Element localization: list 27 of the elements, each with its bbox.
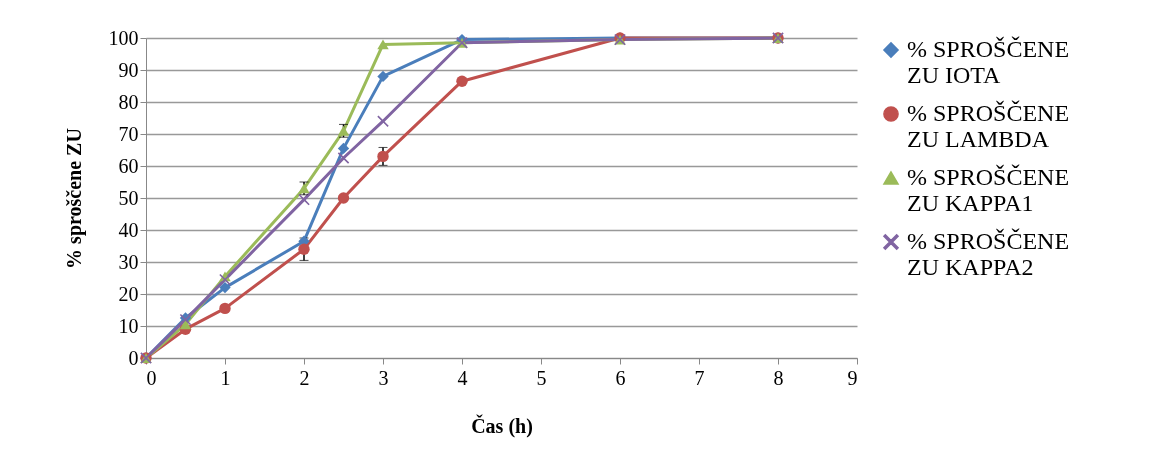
x-tick-label: 2 [299, 366, 310, 389]
y-tick-label: 40 [118, 218, 139, 241]
x-tick-label: 5 [536, 366, 547, 389]
x-tick-label: 8 [773, 366, 784, 389]
legend-label: % SPROŠČENE ZU KAPPA2 [907, 228, 1070, 280]
x-tick-label: 0 [146, 366, 157, 389]
x-tick-label: 1 [220, 366, 231, 389]
y-tick-label: 10 [118, 314, 139, 337]
legend-label: % SPROŠČENE ZU LAMBDA [907, 100, 1070, 152]
y-tick-label: 0 [128, 346, 139, 369]
x-tick-label: 9 [847, 366, 858, 389]
y-tick-label: 20 [118, 282, 139, 305]
y-tick-label: 60 [118, 154, 139, 177]
x-tick-label: 3 [378, 366, 389, 389]
y-tick-label: 90 [118, 58, 139, 81]
y-tick-label: 50 [118, 186, 139, 209]
y-axis-title: % sproščene ZU [62, 128, 86, 269]
x-tick-label: 4 [457, 366, 468, 389]
legend-label: % SPROŠČENE ZU KAPPA1 [907, 164, 1070, 216]
x-tick-label: 6 [615, 366, 626, 389]
x-tick-label: 7 [694, 366, 705, 389]
y-tick-label: 100 [108, 26, 139, 49]
y-tick-label: 30 [118, 250, 139, 273]
y-tick-label: 80 [118, 90, 139, 113]
legend-label: % SPROŠČENE ZU IOTA [907, 36, 1070, 88]
x-axis-title: Čas (h) [471, 413, 533, 438]
y-tick-label: 70 [118, 122, 139, 145]
